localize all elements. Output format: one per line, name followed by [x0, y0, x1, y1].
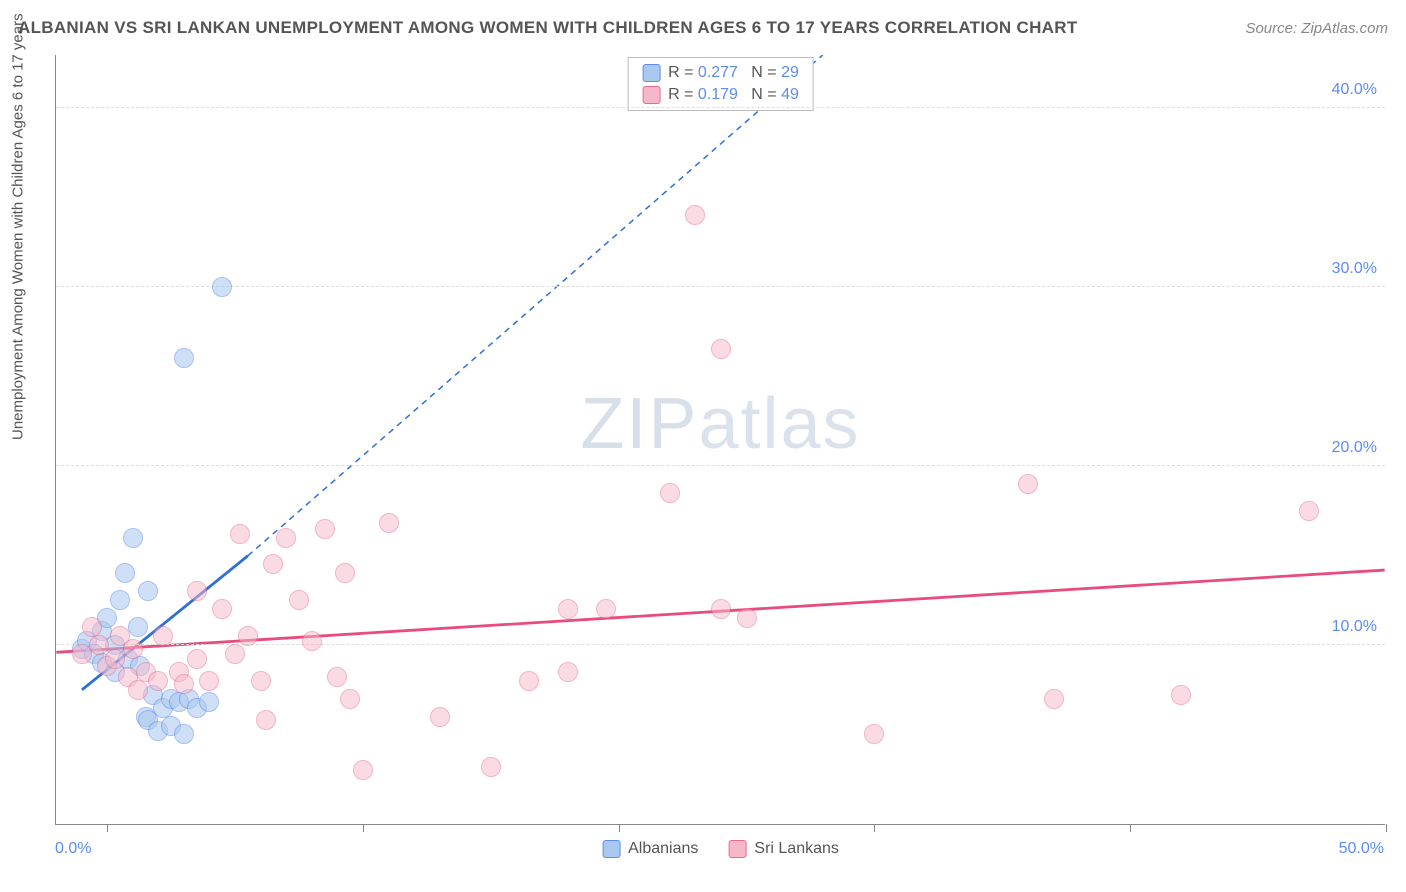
legend-label: Sri Lankans: [754, 840, 839, 858]
x-axis-max-label: 50.0%: [1339, 840, 1384, 858]
data-point: [238, 626, 258, 646]
data-point: [187, 581, 207, 601]
data-point: [174, 348, 194, 368]
grid-line: [56, 465, 1385, 466]
data-point: [302, 631, 322, 651]
legend-swatch: [642, 64, 660, 82]
legend-swatch: [602, 840, 620, 858]
data-point: [212, 599, 232, 619]
data-point: [123, 528, 143, 548]
data-point: [115, 563, 135, 583]
data-point: [1171, 685, 1191, 705]
source-label: Source: ZipAtlas.com: [1245, 20, 1388, 37]
legend-label: Albanians: [628, 840, 698, 858]
data-point: [315, 519, 335, 539]
legend-text: R = 0.179 N = 49: [668, 86, 799, 104]
grid-line: [56, 286, 1385, 287]
data-point: [737, 608, 757, 628]
y-axis-label: Unemployment Among Women with Children A…: [10, 13, 27, 440]
data-point: [519, 671, 539, 691]
data-point: [660, 483, 680, 503]
data-point: [711, 339, 731, 359]
data-point: [263, 554, 283, 574]
regression-lines: [56, 55, 1385, 824]
legend-swatch: [642, 86, 660, 104]
data-point: [110, 590, 130, 610]
data-point: [1044, 689, 1064, 709]
plot-area: ZIPatlas R = 0.277 N = 29 R = 0.179 N = 4…: [55, 55, 1385, 825]
legend-item: Sri Lankans: [728, 840, 839, 858]
data-point: [199, 671, 219, 691]
data-point: [153, 626, 173, 646]
data-point: [72, 644, 92, 664]
x-axis-min-label: 0.0%: [55, 840, 91, 858]
data-point: [353, 760, 373, 780]
data-point: [558, 599, 578, 619]
legend-series: Albanians Sri Lankans: [602, 840, 839, 858]
x-tick: [619, 824, 620, 832]
legend-row: R = 0.277 N = 29: [642, 62, 799, 84]
legend-swatch: [728, 840, 746, 858]
data-point: [148, 671, 168, 691]
data-point: [327, 667, 347, 687]
data-point: [558, 662, 578, 682]
data-point: [596, 599, 616, 619]
y-tick-label: 40.0%: [1332, 81, 1377, 99]
data-point: [711, 599, 731, 619]
y-tick-label: 10.0%: [1332, 618, 1377, 636]
data-point: [379, 513, 399, 533]
data-point: [256, 710, 276, 730]
legend-item: Albanians: [602, 840, 698, 858]
x-tick: [363, 824, 364, 832]
grid-line: [56, 644, 1385, 645]
grid-line: [56, 107, 1385, 108]
data-point: [276, 528, 296, 548]
data-point: [212, 277, 232, 297]
data-point: [1299, 501, 1319, 521]
data-point: [128, 617, 148, 637]
data-point: [225, 644, 245, 664]
data-point: [685, 205, 705, 225]
watermark: ZIPatlas: [580, 383, 860, 465]
x-tick: [1130, 824, 1131, 832]
x-tick: [1386, 824, 1387, 832]
data-point: [128, 680, 148, 700]
data-point: [335, 563, 355, 583]
data-point: [340, 689, 360, 709]
chart-title: ALBANIAN VS SRI LANKAN UNEMPLOYMENT AMON…: [18, 18, 1078, 38]
legend-text: R = 0.277 N = 29: [668, 64, 799, 82]
legend-correlation: R = 0.277 N = 29 R = 0.179 N = 49: [627, 57, 814, 111]
data-point: [138, 581, 158, 601]
data-point: [174, 724, 194, 744]
data-point: [230, 524, 250, 544]
data-point: [430, 707, 450, 727]
data-point: [187, 649, 207, 669]
x-tick: [107, 824, 108, 832]
data-point: [199, 692, 219, 712]
data-point: [105, 649, 125, 669]
y-tick-label: 30.0%: [1332, 260, 1377, 278]
data-point: [289, 590, 309, 610]
data-point: [174, 674, 194, 694]
data-point: [123, 639, 143, 659]
y-tick-label: 20.0%: [1332, 439, 1377, 457]
data-point: [251, 671, 271, 691]
data-point: [864, 724, 884, 744]
legend-row: R = 0.179 N = 49: [642, 84, 799, 106]
data-point: [481, 757, 501, 777]
x-tick: [874, 824, 875, 832]
data-point: [1018, 474, 1038, 494]
